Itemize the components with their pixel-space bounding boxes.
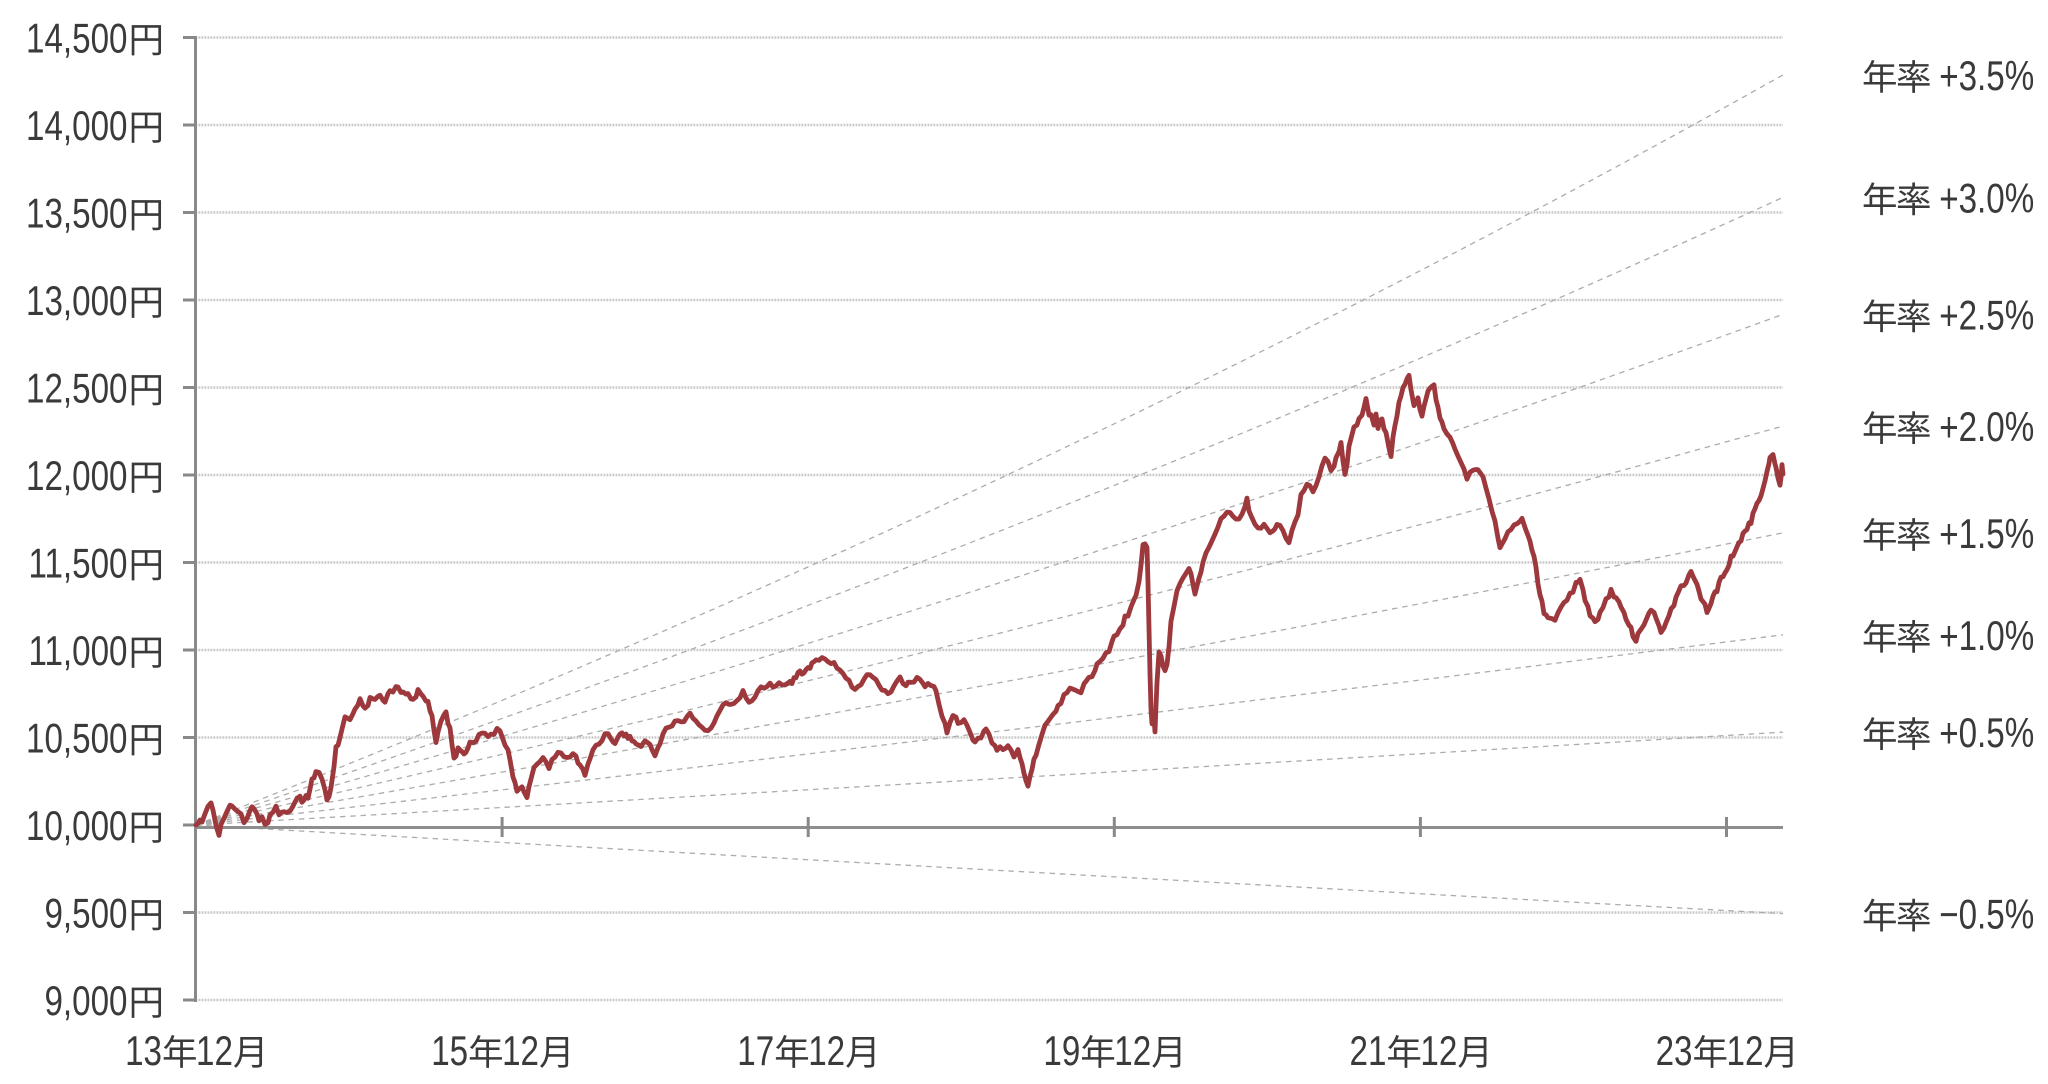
svg-text:12: 12	[808, 1027, 845, 1073]
svg-text:14,500: 14,500	[26, 15, 128, 61]
svg-text:+3.0%: +3.0%	[1939, 175, 2034, 221]
svg-text:12: 12	[1420, 1027, 1457, 1073]
svg-text:11,000: 11,000	[28, 627, 127, 673]
svg-text:+3.5%: +3.5%	[1939, 52, 2034, 98]
svg-text:12: 12	[196, 1027, 233, 1073]
svg-text:+1.0%: +1.0%	[1939, 612, 2034, 658]
svg-text:13,000: 13,000	[26, 277, 128, 323]
svg-text:14,000: 14,000	[26, 102, 128, 148]
svg-text:12,000: 12,000	[26, 452, 128, 498]
svg-text:12,500: 12,500	[26, 365, 128, 411]
svg-text:+2.0%: +2.0%	[1939, 404, 2034, 450]
svg-text:12: 12	[1114, 1027, 1151, 1073]
svg-text:10,500: 10,500	[26, 715, 128, 761]
svg-text:13: 13	[125, 1027, 162, 1073]
svg-text:−0.5%: −0.5%	[1939, 891, 2034, 937]
svg-text:9,000: 9,000	[44, 977, 127, 1023]
svg-text:17: 17	[737, 1027, 774, 1073]
svg-text:23: 23	[1656, 1027, 1693, 1073]
svg-text:21: 21	[1350, 1027, 1387, 1073]
svg-text:12: 12	[502, 1027, 539, 1073]
svg-text:11,500: 11,500	[28, 540, 127, 586]
svg-text:+2.5%: +2.5%	[1939, 292, 2034, 338]
svg-text:12: 12	[1727, 1027, 1764, 1073]
svg-text:19: 19	[1043, 1027, 1080, 1073]
svg-text:15: 15	[431, 1027, 468, 1073]
svg-text:10,000: 10,000	[26, 802, 128, 848]
svg-text:+0.5%: +0.5%	[1939, 710, 2034, 756]
svg-text:13,500: 13,500	[26, 190, 128, 236]
svg-text:9,500: 9,500	[44, 890, 127, 936]
svg-text:+1.5%: +1.5%	[1939, 510, 2034, 556]
